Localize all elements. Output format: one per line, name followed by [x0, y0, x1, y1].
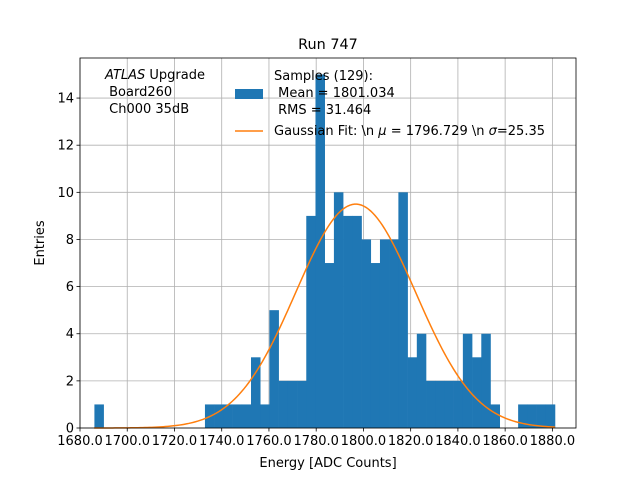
histogram-bar	[278, 380, 289, 428]
histogram-bar	[389, 239, 399, 428]
x-axis-ticks: 1680.0 1700.0 1720.0 1740.0 1760.0 1780.0 1800…	[57, 428, 575, 449]
x-tick-label: 1700.0	[104, 434, 150, 449]
y-tick-label: 6	[66, 280, 74, 295]
x-tick-label: 1840.0	[435, 434, 481, 449]
histogram-bar	[343, 215, 353, 428]
histogram-bar	[370, 263, 381, 428]
annotation-line-3: Ch000 35dB	[105, 102, 189, 117]
histogram-bar	[297, 380, 307, 428]
histogram-bar	[269, 310, 279, 428]
histogram-bar	[462, 333, 473, 428]
histogram-bar	[416, 333, 427, 428]
histogram-bar	[490, 404, 501, 428]
histogram-bar	[94, 404, 104, 428]
x-tick-label: 1820.0	[388, 434, 434, 449]
annotation-line-1: ATLAS Upgrade	[104, 68, 205, 83]
histogram-bar	[214, 404, 224, 428]
histogram-bar	[435, 380, 445, 428]
histogram-bar	[527, 404, 537, 428]
histogram-bar	[545, 404, 556, 428]
histogram-bar	[223, 404, 233, 428]
histogram-bar	[361, 239, 372, 428]
x-tick-label: 1800.0	[341, 434, 387, 449]
y-axis-label: Entries	[33, 220, 48, 266]
histogram-bar	[407, 357, 418, 428]
histogram-bar	[260, 404, 270, 428]
histogram-bar	[444, 380, 454, 428]
histogram-bar	[352, 215, 362, 428]
histogram-bar	[287, 380, 298, 428]
histogram-bar	[324, 263, 335, 428]
histogram-bar	[306, 215, 316, 428]
y-tick-label: 14	[57, 92, 74, 107]
x-tick-label: 1760.0	[246, 434, 292, 449]
histogram-bar	[426, 380, 436, 428]
x-axis-label: Energy [ADC Counts]	[259, 456, 396, 471]
legend-histogram-label-line-1: Samples (129):	[274, 69, 373, 84]
atlas-annotation: ATLAS Upgrade Board260 Ch000 35dB	[104, 68, 205, 117]
x-tick-label: 1780.0	[293, 434, 339, 449]
histogram-bar	[536, 404, 547, 428]
y-tick-label: 8	[66, 233, 74, 248]
y-tick-label: 10	[57, 186, 74, 201]
histogram-bar	[481, 333, 491, 428]
histogram-bar	[518, 404, 528, 428]
histogram-bar	[379, 239, 390, 428]
y-tick-label: 4	[66, 327, 74, 342]
x-tick-label: 1680.0	[57, 434, 103, 449]
x-tick-label: 1860.0	[482, 434, 528, 449]
histogram-bar	[453, 380, 464, 428]
y-tick-label: 0	[66, 422, 74, 437]
annotation-line-2: Board260	[105, 85, 172, 100]
legend: Samples (129): Mean = 1801.034 RMS = 31.…	[235, 69, 545, 139]
histogram-bar	[241, 404, 252, 428]
x-tick-label: 1720.0	[152, 434, 198, 449]
gaussian-fit-line	[94, 203, 556, 429]
histogram-bar	[232, 404, 243, 428]
plot-frame	[79, 57, 577, 429]
legend-histogram-label-line-3: RMS = 31.464	[274, 103, 371, 118]
x-tick-label: 1740.0	[199, 434, 245, 449]
y-axis-ticks: 0 2 4 6 8 10 12 14	[57, 92, 80, 437]
legend-histogram-swatch	[235, 89, 263, 99]
histogram-bar	[333, 192, 344, 428]
chart-title: Run 747	[298, 37, 358, 53]
histogram-bar	[472, 357, 482, 428]
histogram-bars	[94, 74, 556, 428]
histogram-bar	[398, 192, 408, 428]
legend-histogram-label-line-2: Mean = 1801.034	[274, 86, 395, 101]
legend-fit-label: Gaussian Fit: \n μ = 1796.729 \n σ=25.35	[274, 124, 545, 139]
y-tick-label: 2	[66, 374, 74, 389]
histogram-bar	[251, 357, 261, 428]
y-tick-label: 12	[57, 139, 74, 154]
x-tick-label: 1880.0	[530, 434, 576, 449]
histogram-bar	[315, 74, 325, 428]
